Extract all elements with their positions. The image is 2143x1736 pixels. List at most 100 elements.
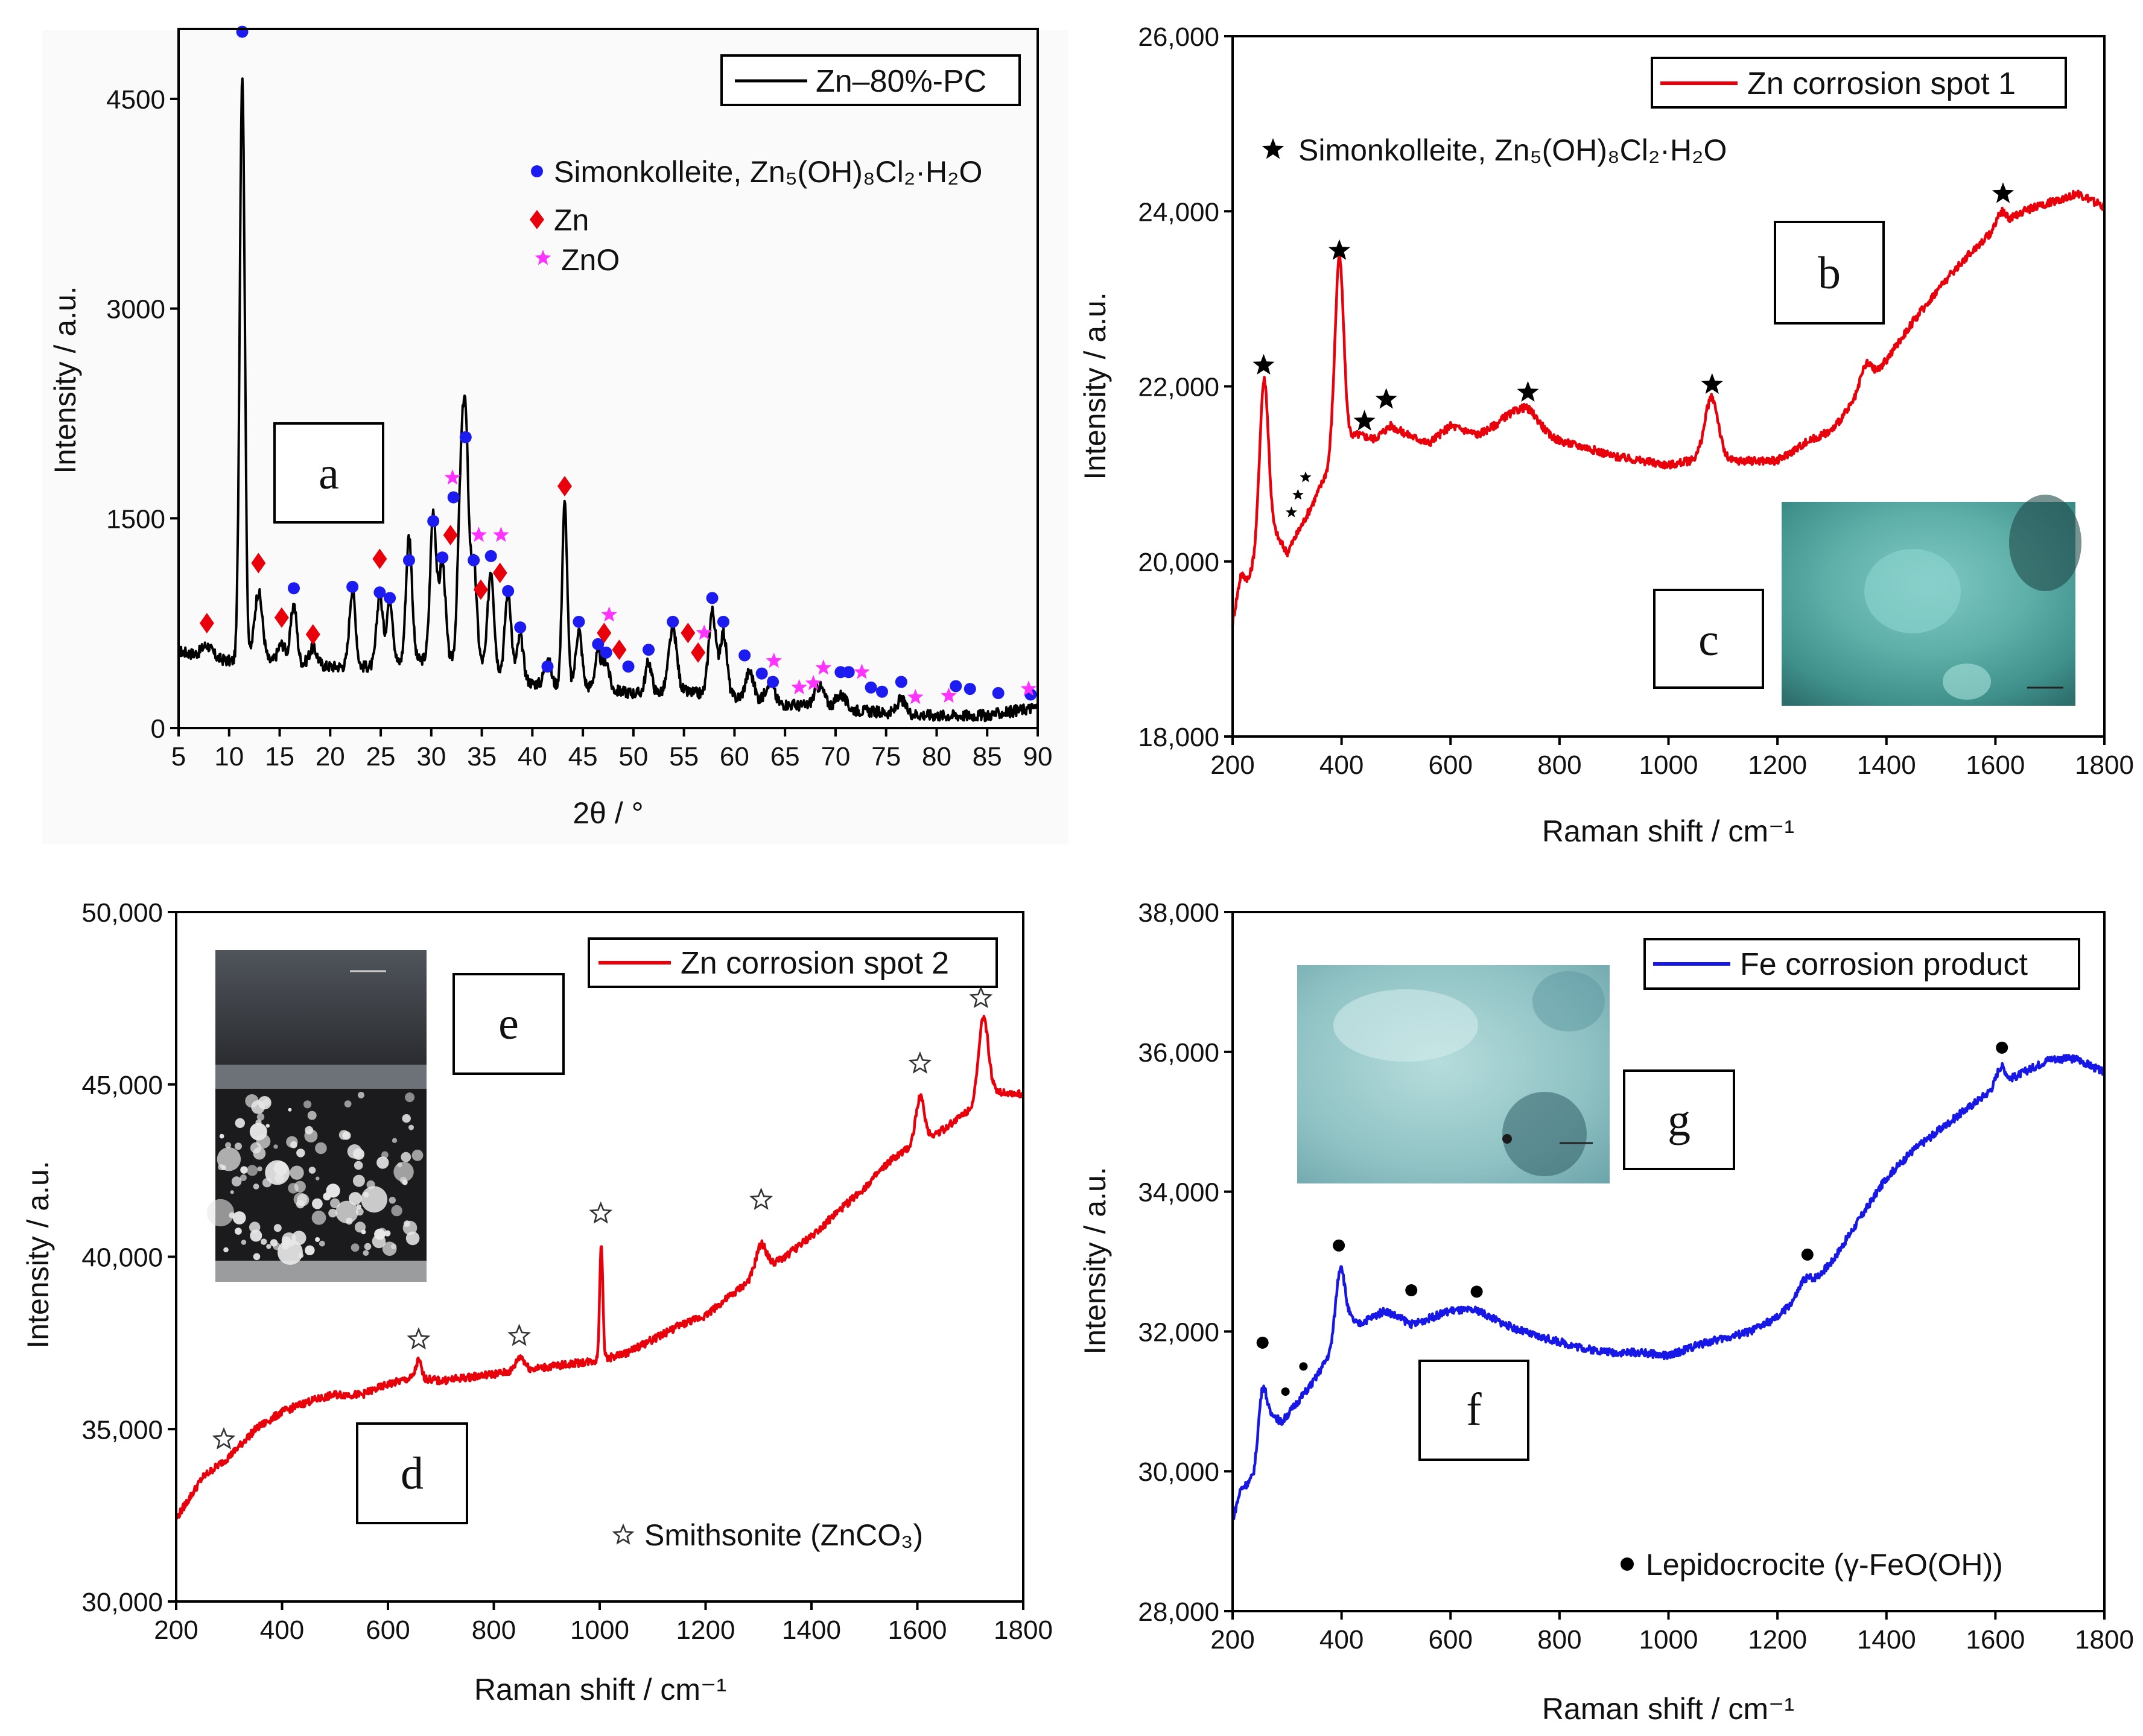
smithsonite-marker — [212, 1427, 236, 1449]
micrograph-e-particle — [405, 1231, 420, 1246]
y-tick-label: 28,000 — [1138, 1597, 1219, 1627]
panel-d-letter: d — [401, 1448, 424, 1499]
micrograph-e-particle — [291, 1231, 306, 1246]
x-tick-label: 60 — [720, 742, 749, 771]
d-series-line — [174, 1015, 1025, 1520]
smithsonite-marker — [908, 1051, 932, 1074]
micrograph-e-particle — [305, 1245, 315, 1255]
zn-marker — [274, 607, 289, 628]
simonkolleite-marker — [992, 687, 1005, 700]
panel-a-plot-area — [178, 77, 1039, 723]
x-tick-label: 10 — [214, 742, 244, 771]
x-tick-label: 1200 — [1748, 750, 1807, 780]
zno-marker — [815, 659, 832, 675]
micrograph-e-particle — [290, 1165, 304, 1180]
panel-f-legend-label: Fe corrosion product — [1740, 947, 2028, 982]
panel-f-x-axis: 200 400 600 800 1000 1200 1400 1600 1800 — [1210, 1611, 2134, 1655]
x-tick-label: 15 — [265, 742, 294, 771]
simonkolleite-marker — [459, 431, 472, 443]
micrograph-e-particle — [311, 1211, 326, 1225]
panel-c-micrograph — [1782, 495, 2081, 706]
micrograph-e-particle — [253, 1147, 266, 1160]
panel-b-simonkolleite-label: Simonkolleite, Zn₅(OH)₈Cl₂·H₂O — [1298, 133, 1727, 167]
micrograph-e-particle — [358, 1092, 364, 1098]
panel-f-letter-box — [1418, 1360, 1529, 1461]
y-tick-label: 40,000 — [81, 1243, 163, 1273]
micrograph-c-shadow — [2009, 495, 2081, 591]
micrograph-e-particle — [354, 1161, 363, 1170]
panel-a-legend-label: Zn–80%-PC — [816, 64, 986, 99]
zn-marker — [557, 475, 572, 496]
simonkolleite-small-marker — [1292, 489, 1304, 500]
panel-g-micrograph — [1297, 965, 1610, 1183]
x-tick-label: 65 — [770, 742, 800, 771]
micrograph-e-particle — [273, 1144, 278, 1149]
micrograph-e-particle — [245, 1094, 259, 1108]
zno-marker — [1020, 680, 1037, 696]
zn-marker — [473, 579, 488, 600]
x-tick-label: 25 — [366, 742, 396, 771]
micrograph-e-particle — [253, 1183, 259, 1190]
simonkolleite-marker — [287, 582, 300, 595]
panel-a-legend: Zn–80%-PC — [720, 54, 1021, 106]
zn-marker — [199, 613, 214, 634]
micrograph-e-particle — [352, 1174, 365, 1187]
micrograph-e-particle — [361, 1186, 388, 1213]
micrograph-g-bright-region — [1333, 989, 1478, 1062]
micrograph-e-particle — [282, 1242, 290, 1250]
micrograph-e-particle — [364, 1243, 372, 1250]
panel-f-y-label: Intensity / a.u. — [1078, 1167, 1112, 1354]
simonkolleite-marker — [842, 666, 855, 679]
micrograph-e-particle — [344, 1100, 352, 1107]
panel-b-legend: Zn corrosion spot 1 — [1651, 57, 2067, 109]
simonkolleite-marker — [895, 676, 907, 688]
simonkolleite-marker — [950, 680, 962, 692]
micrograph-e-particle — [392, 1138, 398, 1144]
simonkolleite-marker — [865, 681, 877, 694]
micrograph-e-particle — [217, 1147, 241, 1171]
micrograph-e-substrate — [215, 1261, 427, 1282]
zn-marker — [372, 548, 387, 569]
y-tick-label: 3000 — [106, 295, 165, 325]
zno-marker — [941, 687, 957, 703]
simonkolleite-small-marker — [1286, 506, 1297, 518]
zn-marker — [597, 622, 612, 644]
micrograph-e-particle — [303, 1100, 312, 1109]
panel-e-letter: e — [498, 998, 519, 1049]
micrograph-e-particle — [305, 1126, 314, 1135]
panel-d-smithsonite-label: Smithsonite (ZnCO₃) — [644, 1518, 923, 1552]
micrograph-e-particle — [349, 1192, 362, 1205]
panel-a-background — [42, 30, 1068, 844]
panel-a-y-axis: 0 1500 3000 4500 — [106, 85, 179, 744]
micrograph-e-particle — [235, 1228, 242, 1235]
micrograph-e-particle — [234, 1142, 242, 1150]
micrograph-e-particle — [241, 1240, 247, 1245]
x-tick-label: 200 — [154, 1615, 198, 1645]
panel-d-x-axis: 200 400 600 800 1000 1200 1400 1600 1800 — [154, 1601, 1053, 1645]
panel-d-x-label: Raman shift / cm⁻¹ — [474, 1673, 726, 1706]
simonkolleite-marker — [502, 584, 515, 597]
panel-a-x-axis: 5 10 15 20 25 30 35 40 45 50 55 60 65 70 75 80 85 90 — [171, 728, 1052, 771]
x-tick-label: 20 — [316, 742, 345, 771]
x-tick-label: 35 — [467, 742, 497, 771]
micrograph-e-particle — [270, 1239, 278, 1247]
micrograph-e-coating-layer — [215, 1065, 427, 1089]
lepidocrocite-marker — [1996, 1041, 2008, 1054]
lepidocrocite-dot-icon — [1621, 1557, 1634, 1571]
panel-a-zn-label: Zn — [554, 203, 589, 237]
simonkolleite-marker — [436, 551, 449, 564]
x-tick-label: 30 — [416, 742, 446, 771]
x-tick-label: 1000 — [570, 1615, 629, 1645]
lepidocrocite-marker — [1333, 1239, 1345, 1252]
micrograph-e-particle — [265, 1124, 270, 1128]
panel-a-zno-label: ZnO — [561, 243, 620, 277]
y-tick-label: 36,000 — [1138, 1038, 1219, 1068]
panel-g-letter: g — [1668, 1095, 1691, 1145]
panel-g-letter-box — [1623, 1069, 1735, 1170]
y-tick-label: 26,000 — [1138, 22, 1219, 52]
micrograph-e-particle — [347, 1144, 362, 1159]
micrograph-e-particle — [232, 1211, 246, 1224]
micrograph-e-particle — [408, 1124, 414, 1130]
micrograph-e-particle — [223, 1247, 229, 1253]
